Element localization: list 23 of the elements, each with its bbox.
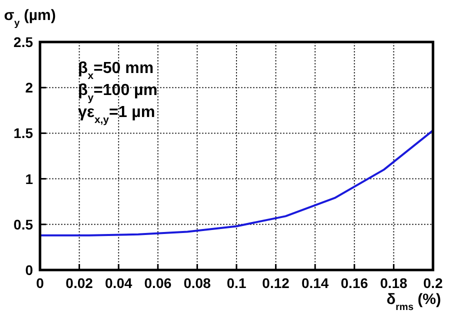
x-tick-label: 0.08 (184, 275, 212, 291)
y-tick-label: 0 (25, 262, 34, 278)
y-tick-label: 0.5 (14, 216, 34, 232)
y-tick-label: 2.5 (14, 34, 34, 50)
annotation: β$_{x}$=50 mm (78, 60, 154, 82)
line-series (39, 129, 434, 236)
y-axis-title: σ$_{y}$ (µm) (4, 7, 56, 28)
y-tick-label: 1.5 (14, 125, 34, 142)
x-tick-label: 0.12 (262, 275, 290, 291)
annotation: β$_{y}$=100 µm (78, 82, 158, 104)
x-tick-label: 0.16 (340, 275, 368, 291)
y-tick-label: 1 (25, 170, 34, 187)
x-tick-label: 0 (36, 275, 44, 291)
x-tick-label: 0.2 (423, 275, 443, 291)
x-tick-label: 0.18 (380, 275, 408, 291)
x-axis-title: δ$_{rms}$ (%) (386, 291, 441, 312)
x-tick-label: 0.02 (66, 275, 94, 291)
x-tick-label: 0.14 (301, 275, 329, 291)
y-tick-label: 2 (25, 80, 34, 96)
x-tick-label: 0.1 (226, 275, 246, 291)
x-tick-label: 0.04 (104, 275, 132, 291)
x-tick-label: 0.06 (144, 275, 172, 291)
annotation: γε$_{x,y}$=1 µm (78, 104, 156, 126)
